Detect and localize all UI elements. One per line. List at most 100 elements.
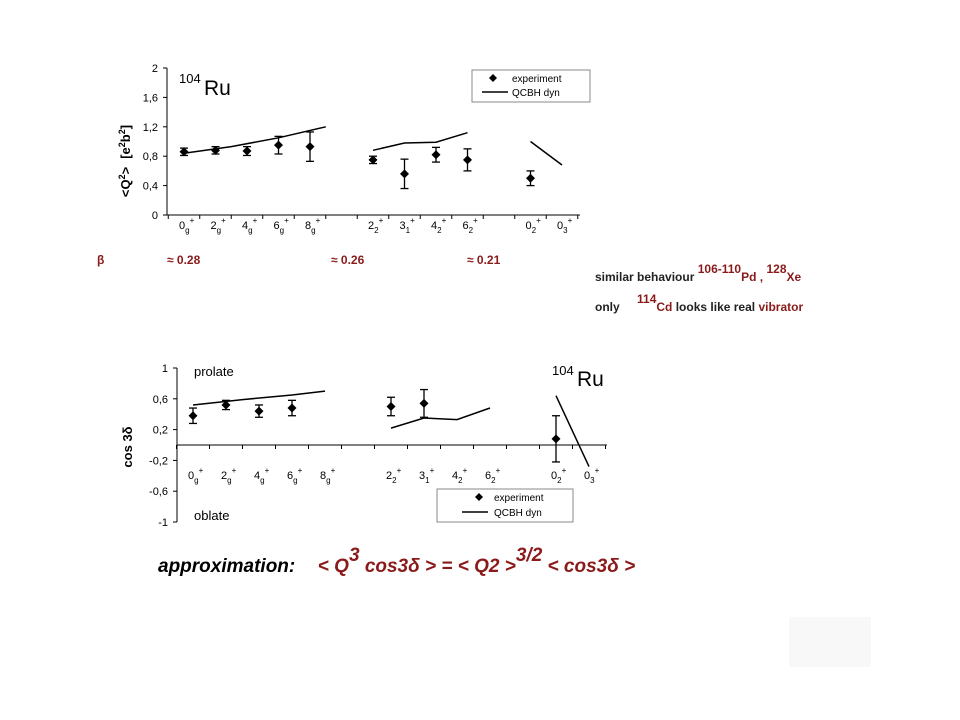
formula-lhs-open: < Q: [317, 556, 349, 577]
c1-x-tick-label: 8g+: [305, 216, 321, 235]
c2-theory-line: [390, 407, 491, 429]
c1-x-tick-label: 42+: [431, 216, 447, 235]
c2-x-tick-label: 62+: [485, 466, 501, 485]
c2-x-tick-label: 2g+: [221, 466, 237, 485]
c2-theory-line: [555, 395, 590, 467]
beta-value-3: ≈ 0.21: [467, 253, 501, 267]
c2-data-point: [287, 403, 297, 413]
c1-y-tick-label: 1,6: [143, 92, 158, 104]
formula-lhs-close: cos3δ > = < Q2 >: [364, 556, 516, 577]
chart1-ylabel-unit: [e: [118, 147, 133, 159]
c1-data-point: [463, 155, 472, 165]
c2-x-tick-label: 8g+: [320, 466, 336, 485]
chart2-legend-box: [436, 488, 574, 523]
c1-x-tick-label: 31+: [400, 216, 416, 235]
c1-y-tick-label: 1,2: [143, 122, 158, 134]
prolate-label: prolate: [194, 364, 234, 379]
chart1-ylabel-unit-sup2: 2: [117, 129, 127, 134]
chart1-legend-box: [471, 69, 591, 103]
only-highlight: vibrator: [758, 300, 804, 314]
similar-iso2-sym: Xe: [786, 270, 802, 284]
beta-value-2: ≈ 0.26: [331, 253, 365, 267]
chart1-legend: experiment QCBH dyn: [471, 69, 591, 103]
chart2-title: 104 Ru: [552, 363, 604, 391]
svg-text:<Q2>[e2b2]: <Q2>[e2b2]: [117, 125, 133, 197]
chart1-legend-experiment: experiment: [512, 74, 562, 85]
c2-y-tick-label: -1: [158, 517, 168, 529]
chart2-y-axis-label: cos 3δ: [120, 426, 135, 467]
c1-data-point: [431, 150, 441, 160]
chart1-ylabel-unit-sup1: 2: [117, 142, 127, 147]
c2-data-point: [221, 400, 231, 410]
chart1-ylabel-sup: 2: [117, 174, 127, 179]
formula-rhs-close: < cos3δ >: [547, 556, 636, 577]
c2-y-tick-label: 0,6: [153, 394, 168, 406]
chart1-ylabel-close: >: [118, 166, 133, 174]
chart2-nucleus-mass: 104: [552, 363, 574, 378]
chart2-legend-experiment: experiment: [494, 493, 544, 504]
c2-x-tick-label: 0g+: [188, 466, 204, 485]
c1-x-tick-label: 2g+: [211, 216, 227, 235]
c1-y-tick-label: 0,4: [143, 181, 158, 193]
chart1-y-axis-label: <Q2>[e2b2]: [117, 125, 133, 197]
chart1-ylabel-unit-close: ]: [118, 125, 133, 129]
c2-x-tick-label: 42+: [452, 466, 468, 485]
c2-data-point: [419, 398, 429, 408]
c2-data-point: [551, 434, 561, 444]
only-iso-sym: Cd: [656, 300, 673, 314]
chart1-legend-theory: QCBH dyn: [512, 88, 560, 99]
similar-iso1-sym: Pd: [741, 270, 757, 284]
c2-data-point: [386, 402, 396, 411]
c1-data-point: [211, 145, 220, 155]
chart1-nucleus-mass: 104: [179, 71, 201, 86]
similar-sep: ,: [759, 270, 764, 284]
c2-y-tick-label: 0,2: [153, 425, 168, 437]
c1-x-tick-label: 6g+: [274, 216, 290, 235]
c1-data-point: [305, 142, 315, 152]
beta-label: β: [97, 253, 105, 267]
formula-label: approximation:: [158, 556, 296, 577]
c2-data-point: [254, 406, 264, 416]
c1-x-tick-label: 4g+: [242, 216, 258, 235]
only-vibrator-note: only 114Cd looks like real vibrator: [595, 292, 804, 314]
c2-x-tick-label: 4g+: [254, 466, 270, 485]
formula-rhs-sup: 3/2: [515, 545, 543, 566]
chart2-legend-marker: [475, 493, 483, 501]
only-prefix: only: [595, 300, 620, 314]
c1-data-point: [526, 173, 535, 183]
only-suffix: looks like real: [675, 300, 756, 314]
deformation-shape-chart: -1 -0,6 -0,2 0,2 0,6 1 0g+ 2g+ 4g+ 6g+ 8g+ 22+ 31+ 42…: [120, 363, 607, 529]
quadrupole-moment-chart: 0 0,4 0,8 1,2 1,6 2 0g+ 2g+ 4g+ 6g+ 8g+ 22+ 31+ 42+ 62…: [117, 63, 591, 235]
chart2-legend-theory: QCBH dyn: [494, 508, 542, 519]
chart1-title: 104 Ru: [179, 71, 231, 100]
chart1-ylabel-unit-mid: b: [118, 134, 133, 142]
c1-x-tick-label: 62+: [463, 216, 479, 235]
c1-y-tick-label: 0: [152, 210, 158, 222]
c1-y-tick-label: 0,8: [143, 151, 158, 163]
oblate-label: oblate: [194, 508, 229, 523]
c1-x-tick-label: 02+: [526, 216, 542, 235]
c1-x-tick-label: 0g+: [179, 216, 195, 235]
chart2-nucleus-symbol: Ru: [577, 368, 604, 391]
c1-y-tick-label: 2: [152, 63, 158, 75]
similar-iso2-mass: 128: [766, 262, 787, 276]
similar-behaviour-note: similar behaviour 106-110Pd , 128Xe: [595, 262, 802, 284]
c1-theory-line: [372, 131, 468, 152]
chart1-nucleus-symbol: Ru: [204, 77, 231, 100]
similar-prefix: similar behaviour: [595, 270, 695, 284]
beta-value-1: ≈ 0.28: [167, 253, 201, 267]
c2-x-tick-label: 03+: [584, 466, 600, 485]
c1-data-point: [274, 140, 283, 150]
c2-x-tick-label: 31+: [419, 466, 435, 485]
c2-y-tick-label: -0,6: [149, 486, 168, 498]
c1-data-point: [400, 169, 409, 179]
c1-data-point: [242, 146, 252, 156]
c1-theory-line: [183, 126, 326, 155]
formula-lhs-sup: 3: [348, 545, 360, 566]
c2-y-tick-label: -0,2: [149, 455, 168, 467]
c1-data-point: [368, 155, 378, 165]
chart1-legend-marker: [489, 74, 497, 82]
approximation-formula: approximation: < Q3 cos3δ > = < Q2 >3/2 …: [158, 545, 636, 578]
c2-theory-line: [192, 390, 326, 406]
only-iso-mass: 114: [637, 292, 657, 306]
